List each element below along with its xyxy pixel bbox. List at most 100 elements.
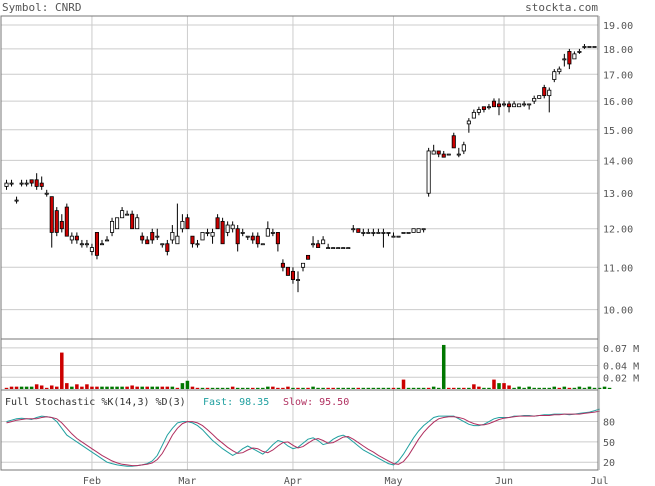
price-candle [275, 232, 280, 252]
candle-body [592, 46, 597, 48]
volume-bar [371, 387, 376, 389]
candle-body [155, 235, 160, 238]
price-candle [446, 153, 451, 156]
candle-body [336, 247, 341, 249]
price-candle [527, 103, 532, 110]
candle-body [361, 232, 366, 234]
price-candle [512, 101, 517, 108]
candle-body [567, 50, 572, 65]
candle-body [220, 220, 225, 245]
candle-body [547, 89, 552, 97]
candle-body [210, 232, 215, 237]
candle-body [64, 206, 69, 237]
candle-body [190, 235, 195, 245]
candle-body [250, 235, 255, 241]
candle-body [39, 182, 44, 187]
price-candle [311, 236, 316, 248]
candle-body [441, 153, 446, 158]
volume-bar [341, 387, 345, 389]
volume-bar [532, 387, 536, 389]
price-candle [140, 232, 145, 244]
price-candle [587, 46, 592, 48]
price-candle [466, 118, 471, 133]
price-candle [436, 150, 441, 158]
candle-body [4, 182, 9, 187]
price-candle [542, 84, 547, 99]
price-candle [346, 247, 351, 249]
price-candle [49, 196, 54, 248]
price-candle [64, 203, 69, 237]
price-candle [34, 173, 39, 190]
volume-bar [110, 386, 114, 389]
volume-bar [426, 387, 431, 389]
volume-bar [441, 344, 446, 389]
volume-bar [135, 386, 139, 389]
price-candle [366, 228, 371, 234]
volume-bar [336, 387, 340, 389]
candle-body [110, 220, 115, 233]
candle-body [396, 235, 401, 238]
candle-body [491, 100, 497, 108]
price-candle [376, 228, 381, 234]
volume-bar [492, 379, 496, 389]
price-candle [265, 221, 270, 237]
volume-bar [175, 387, 180, 389]
volume-bar [185, 380, 190, 389]
candle-body [582, 46, 587, 48]
price-candle [120, 207, 125, 219]
candle-body [175, 235, 180, 245]
x-tick-label: Feb [83, 476, 101, 486]
site-label: stockta.com [525, 1, 598, 14]
volume-bar [150, 386, 155, 389]
volume-bar [316, 387, 320, 389]
volume-bar [105, 386, 109, 389]
price-candle [401, 232, 406, 234]
volume-bar [220, 387, 225, 389]
candle-body [471, 111, 476, 119]
price-candle [532, 95, 537, 104]
candle-body [74, 235, 79, 241]
candle-body [572, 53, 577, 60]
volume-bar [95, 386, 99, 389]
volume-bar [376, 387, 381, 389]
volume-bar [276, 387, 280, 389]
volume-bars [4, 344, 612, 389]
volume-bar [472, 384, 476, 389]
volume-bar [547, 387, 552, 389]
candle-body [517, 103, 522, 108]
candle-body [230, 224, 235, 230]
volume-bar [502, 383, 506, 389]
volume-bar [245, 387, 250, 389]
volume-bar [542, 387, 546, 389]
volume-bar [256, 387, 260, 389]
volume-bar [115, 386, 119, 389]
volume-bar [572, 387, 577, 389]
price-candle [180, 214, 185, 233]
volume-bar [522, 387, 526, 389]
candle-body [14, 199, 19, 202]
candle-body [562, 58, 567, 61]
volume-bar [487, 387, 491, 389]
candle-body [326, 247, 331, 249]
candle-body [316, 243, 321, 248]
price-candle [14, 196, 19, 204]
volume-bar [235, 387, 240, 389]
volume-bar [477, 386, 481, 389]
volume-bar [431, 386, 436, 389]
volume-bar [271, 386, 275, 389]
price-candle [84, 239, 89, 248]
candle-body [522, 103, 527, 106]
candle-body [311, 243, 316, 246]
volume-bar [512, 387, 516, 389]
candle-body [587, 46, 592, 48]
price-candle [110, 217, 115, 237]
candle-body [436, 150, 441, 155]
price-candle [94, 232, 100, 260]
volume-bar [70, 386, 74, 389]
volume-bar [145, 386, 149, 389]
volume-bar [75, 384, 79, 389]
price-candle [250, 232, 255, 244]
candle-body [512, 103, 517, 108]
volume-bar [587, 386, 592, 389]
volume-bar [125, 386, 129, 389]
